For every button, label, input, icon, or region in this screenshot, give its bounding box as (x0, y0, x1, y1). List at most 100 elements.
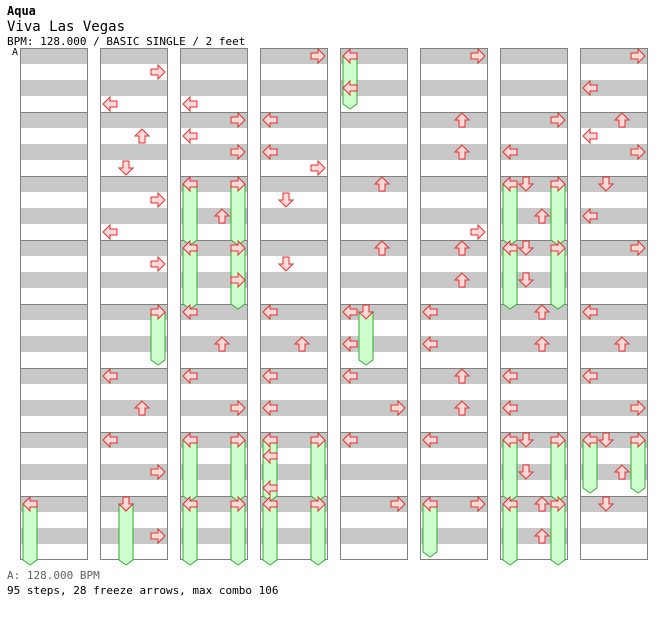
right-arrow-icon (150, 463, 166, 481)
stripe (100, 368, 168, 384)
stripe (100, 80, 168, 96)
freeze-head-right-arrow-icon (150, 303, 166, 321)
stripe (340, 464, 408, 480)
freeze-head-left-arrow-icon (342, 47, 358, 65)
stripe (580, 208, 648, 224)
stripe (420, 112, 488, 128)
stripe (340, 176, 408, 192)
freeze-arrow (422, 503, 438, 558)
stripe (580, 368, 648, 384)
stripe (420, 368, 488, 384)
left-arrow-icon (342, 335, 358, 353)
stripe (420, 432, 488, 448)
freeze-head-right-arrow-icon (230, 239, 246, 257)
right-arrow-icon (630, 399, 646, 417)
freeze-head-left-arrow-icon (262, 431, 278, 449)
stripe (20, 336, 88, 352)
right-arrow-icon (230, 143, 246, 161)
up-arrow-icon (613, 464, 631, 480)
left-arrow-icon (262, 479, 278, 497)
stripe (420, 144, 488, 160)
song-title: Viva Las Vegas (7, 19, 126, 35)
down-arrow-icon (517, 432, 535, 448)
stripe (20, 272, 88, 288)
stripe (20, 208, 88, 224)
freeze-head-left-arrow-icon (262, 495, 278, 513)
stripe (500, 112, 568, 128)
chart-stats: 95 steps, 28 freeze arrows, max combo 10… (7, 584, 279, 597)
stripe (260, 400, 328, 416)
left-arrow-icon (422, 303, 438, 321)
freeze-arrow (118, 503, 134, 566)
stripe (20, 240, 88, 256)
up-arrow-icon (533, 528, 551, 544)
stripe (20, 144, 88, 160)
freeze-head-right-arrow-icon (550, 239, 566, 257)
stripe (260, 368, 328, 384)
stripe (420, 80, 488, 96)
left-arrow-icon (582, 207, 598, 225)
freeze-head-left-arrow-icon (502, 175, 518, 193)
left-arrow-icon (582, 367, 598, 385)
up-arrow-icon (613, 336, 631, 352)
freeze-arrow (230, 503, 246, 566)
right-arrow-icon (310, 47, 326, 65)
stripe (580, 496, 648, 512)
stripe (500, 80, 568, 96)
stripe (100, 400, 168, 416)
stripe (420, 176, 488, 192)
right-arrow-icon (390, 399, 406, 417)
left-arrow-icon (342, 303, 358, 321)
up-arrow-icon (533, 304, 551, 320)
right-arrow-icon (310, 159, 326, 177)
right-arrow-icon (150, 255, 166, 273)
freeze-arrow (150, 311, 166, 366)
down-arrow-icon (597, 496, 615, 512)
stripe (260, 48, 328, 64)
artist-name: Aqua (7, 4, 36, 18)
freeze-head-right-arrow-icon (550, 431, 566, 449)
bpm-marker-label: A (12, 47, 19, 58)
freeze-arrow (182, 503, 198, 566)
stripe (100, 240, 168, 256)
freeze-head-left-arrow-icon (182, 495, 198, 513)
freeze-arrow (502, 247, 518, 310)
right-arrow-icon (150, 527, 166, 545)
left-arrow-icon (262, 303, 278, 321)
right-arrow-icon (150, 191, 166, 209)
left-arrow-icon (182, 95, 198, 113)
stripe (20, 304, 88, 320)
stripe (340, 368, 408, 384)
stripe (20, 464, 88, 480)
left-arrow-icon (262, 111, 278, 129)
freeze-head-right-arrow-icon (630, 431, 646, 449)
stripe (100, 528, 168, 544)
stripe (20, 176, 88, 192)
freeze-head-left-arrow-icon (182, 175, 198, 193)
freeze-arrow (182, 247, 198, 310)
stripe (180, 304, 248, 320)
stripe (180, 144, 248, 160)
stripe (580, 112, 648, 128)
stripe (340, 400, 408, 416)
left-arrow-icon (182, 367, 198, 385)
down-arrow-icon (597, 432, 615, 448)
right-arrow-icon (550, 111, 566, 129)
stripe (420, 304, 488, 320)
up-arrow-icon (453, 112, 471, 128)
freeze-arrow (550, 503, 566, 566)
stripe (500, 400, 568, 416)
freeze-arrow (262, 503, 278, 566)
left-arrow-icon (102, 223, 118, 241)
up-arrow-icon (453, 272, 471, 288)
stripe (100, 464, 168, 480)
down-arrow-icon (517, 176, 535, 192)
left-arrow-icon (422, 431, 438, 449)
up-arrow-icon (453, 368, 471, 384)
left-arrow-icon (182, 303, 198, 321)
right-arrow-icon (630, 239, 646, 257)
stripe (20, 112, 88, 128)
stripe (420, 272, 488, 288)
left-arrow-icon (342, 431, 358, 449)
stripe (340, 112, 408, 128)
